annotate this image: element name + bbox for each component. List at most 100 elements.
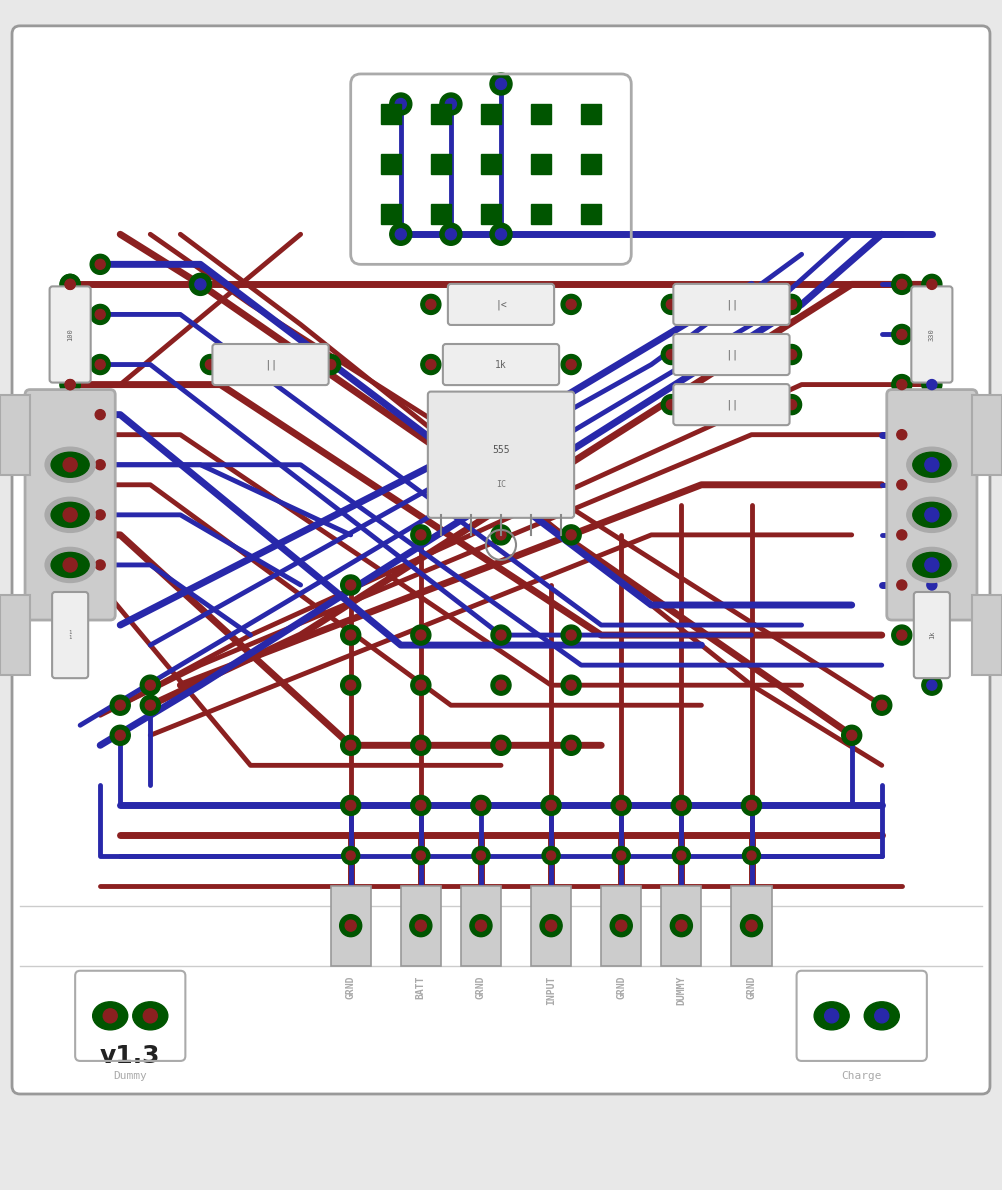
Circle shape [468,903,493,928]
Circle shape [60,375,80,395]
Circle shape [416,530,426,540]
Bar [431,155,451,174]
Circle shape [416,740,426,751]
Ellipse shape [45,447,95,482]
Circle shape [787,300,797,309]
Circle shape [561,675,581,695]
FancyBboxPatch shape [461,885,501,966]
Circle shape [416,851,425,860]
Bar [531,104,551,124]
Circle shape [897,480,907,490]
FancyBboxPatch shape [401,885,441,966]
Circle shape [65,280,75,289]
Circle shape [60,275,80,294]
Bar [0,595,30,675]
FancyBboxPatch shape [49,287,90,382]
FancyBboxPatch shape [212,344,329,386]
Circle shape [346,801,356,810]
Circle shape [395,99,407,109]
Text: ||: || [264,359,278,370]
Text: IC: IC [496,481,506,489]
Ellipse shape [913,502,951,527]
Circle shape [672,846,690,865]
Circle shape [566,630,576,640]
Circle shape [90,455,110,475]
Circle shape [897,430,907,439]
Circle shape [561,294,581,314]
Circle shape [321,355,341,375]
Circle shape [666,400,676,409]
Circle shape [445,228,456,240]
Circle shape [445,99,456,109]
Circle shape [90,405,110,425]
Circle shape [415,920,427,931]
Bar [972,395,1002,475]
Bar [581,155,601,174]
Circle shape [566,359,576,370]
Circle shape [745,920,758,931]
Text: BATT: BATT [416,976,426,1000]
Circle shape [491,675,511,695]
Circle shape [897,330,907,339]
Circle shape [194,278,205,290]
Circle shape [90,255,110,275]
Circle shape [666,300,676,309]
FancyBboxPatch shape [443,344,559,386]
Circle shape [326,359,336,370]
FancyBboxPatch shape [731,885,772,966]
Circle shape [892,375,912,395]
Text: ||: || [724,400,738,409]
Circle shape [666,350,676,359]
Ellipse shape [907,447,957,482]
Ellipse shape [45,547,95,582]
Circle shape [611,795,631,815]
Bar [381,205,401,224]
Circle shape [95,509,105,520]
FancyBboxPatch shape [428,392,574,518]
Circle shape [440,224,462,245]
FancyBboxPatch shape [12,26,990,1094]
Bar [581,205,601,224]
Circle shape [205,359,215,370]
Circle shape [661,294,681,314]
FancyBboxPatch shape [448,284,554,325]
Text: GRND: GRND [746,976,757,1000]
Circle shape [676,801,686,810]
Circle shape [542,846,560,865]
Text: INPUT: INPUT [546,976,556,1006]
Circle shape [409,903,433,928]
Circle shape [411,795,431,815]
Circle shape [615,920,627,931]
Circle shape [90,505,110,525]
FancyBboxPatch shape [25,389,115,620]
Circle shape [496,681,506,690]
Circle shape [610,915,632,937]
Circle shape [95,309,105,319]
Circle shape [63,558,77,572]
Circle shape [63,508,77,522]
Circle shape [145,700,155,710]
Circle shape [922,675,942,695]
Circle shape [847,731,857,740]
Circle shape [410,915,432,937]
FancyBboxPatch shape [673,284,790,325]
Circle shape [346,630,356,640]
Circle shape [561,355,581,375]
Circle shape [877,700,887,710]
Ellipse shape [132,1002,167,1029]
Circle shape [495,228,506,240]
Circle shape [671,795,691,815]
Circle shape [875,1009,889,1023]
Circle shape [345,909,357,922]
Circle shape [143,1009,157,1023]
Circle shape [342,846,360,865]
Circle shape [927,380,937,389]
Text: 1k: 1k [495,359,507,370]
Circle shape [491,735,511,756]
FancyBboxPatch shape [887,389,977,620]
Bar [431,104,451,124]
Bar [381,155,401,174]
Circle shape [561,625,581,645]
Ellipse shape [45,497,95,532]
Text: 330: 330 [929,328,935,340]
